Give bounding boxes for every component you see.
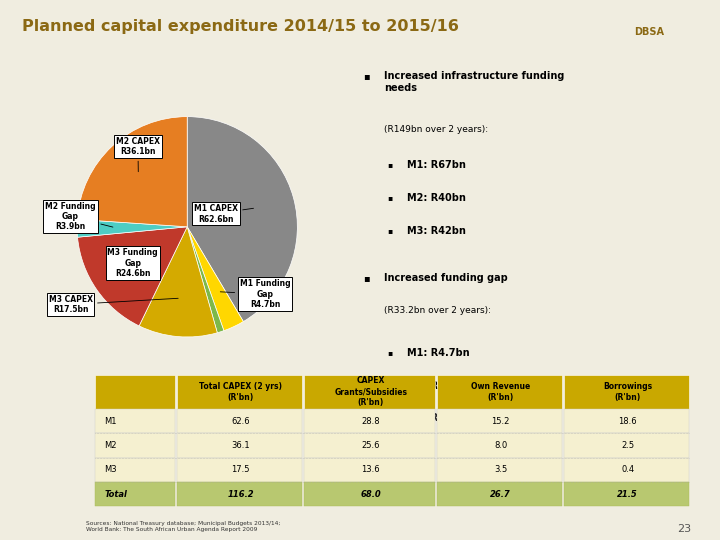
Text: Borrowings
(R'bn): Borrowings (R'bn) [603, 382, 652, 402]
FancyBboxPatch shape [96, 433, 175, 457]
Text: M3 Funding
Gap
R24.6bn: M3 Funding Gap R24.6bn [107, 248, 158, 278]
Wedge shape [187, 117, 297, 321]
Text: (R149bn over 2 years):: (R149bn over 2 years): [384, 125, 488, 133]
Wedge shape [77, 117, 187, 227]
Text: ▪: ▪ [387, 381, 392, 389]
FancyBboxPatch shape [304, 433, 436, 457]
FancyBboxPatch shape [564, 375, 689, 409]
Text: M3: R42bn: M3: R42bn [408, 226, 467, 236]
FancyBboxPatch shape [96, 409, 175, 433]
Wedge shape [187, 227, 224, 333]
Text: M2 CAPEX
R36.1bn: M2 CAPEX R36.1bn [116, 137, 160, 172]
FancyBboxPatch shape [177, 482, 302, 506]
FancyBboxPatch shape [304, 482, 436, 506]
Text: M2 Funding
Gap
R3.9bn: M2 Funding Gap R3.9bn [45, 201, 113, 231]
Text: ▪: ▪ [387, 193, 392, 202]
FancyBboxPatch shape [96, 457, 175, 482]
Text: 15.2: 15.2 [492, 417, 510, 426]
Text: M3 CAPEX
R17.5bn: M3 CAPEX R17.5bn [48, 295, 178, 314]
Text: Increased funding gap: Increased funding gap [384, 273, 508, 284]
Text: Increased infrastructure funding
needs: Increased infrastructure funding needs [384, 71, 564, 93]
Wedge shape [77, 219, 187, 237]
FancyBboxPatch shape [177, 457, 302, 482]
Wedge shape [187, 227, 243, 330]
Text: ▪: ▪ [364, 71, 370, 81]
Text: ▪: ▪ [387, 413, 392, 422]
Text: ▪: ▪ [364, 273, 370, 284]
Text: 36.1: 36.1 [231, 441, 250, 450]
FancyBboxPatch shape [304, 409, 436, 433]
Text: M1 Funding
Gap
R4.7bn: M1 Funding Gap R4.7bn [220, 279, 290, 309]
Text: M2: M2 [104, 441, 117, 450]
FancyBboxPatch shape [564, 409, 689, 433]
Wedge shape [139, 227, 217, 337]
Text: M1: R67bn: M1: R67bn [408, 160, 467, 170]
Text: M2: R40bn: M2: R40bn [408, 193, 467, 203]
Text: M1: M1 [104, 417, 117, 426]
Text: DBSA: DBSA [634, 28, 665, 37]
Text: 0.4: 0.4 [621, 465, 634, 474]
Text: Planned capital expenditure 2014/15 to 2015/16: Planned capital expenditure 2014/15 to 2… [22, 19, 459, 34]
Text: 21.5: 21.5 [617, 489, 638, 498]
FancyBboxPatch shape [177, 375, 302, 409]
Text: 68.0: 68.0 [360, 489, 381, 498]
FancyBboxPatch shape [437, 482, 562, 506]
FancyBboxPatch shape [177, 433, 302, 457]
Text: M3: R24.6bn: M3: R24.6bn [408, 413, 477, 423]
Text: 26.7: 26.7 [490, 489, 511, 498]
Text: 28.8: 28.8 [361, 417, 380, 426]
Text: Own Revenue
(R'bn): Own Revenue (R'bn) [471, 382, 531, 402]
Text: ▪: ▪ [387, 226, 392, 235]
Text: 25.6: 25.6 [361, 441, 380, 450]
FancyBboxPatch shape [96, 375, 175, 409]
Text: CAPEX
Grants/Subsidies
(R'bn): CAPEX Grants/Subsidies (R'bn) [334, 376, 407, 407]
FancyBboxPatch shape [564, 433, 689, 457]
Text: M2: R3.9bn: M2: R3.9bn [408, 381, 470, 390]
Text: 2.5: 2.5 [621, 441, 634, 450]
Wedge shape [78, 227, 187, 326]
Text: ▪: ▪ [387, 348, 392, 357]
Text: Total: Total [104, 489, 127, 498]
Text: Total CAPEX (2 yrs)
(R'bn): Total CAPEX (2 yrs) (R'bn) [199, 382, 282, 402]
FancyBboxPatch shape [304, 375, 436, 409]
Text: M1 CAPEX
R62.6bn: M1 CAPEX R62.6bn [194, 204, 253, 224]
Text: 116.2: 116.2 [228, 489, 254, 498]
Text: 23: 23 [677, 523, 691, 534]
Text: 62.6: 62.6 [231, 417, 250, 426]
Text: M1: R4.7bn: M1: R4.7bn [408, 348, 470, 358]
Text: (R33.2bn over 2 years):: (R33.2bn over 2 years): [384, 306, 491, 315]
FancyBboxPatch shape [177, 409, 302, 433]
FancyBboxPatch shape [437, 375, 562, 409]
FancyBboxPatch shape [437, 433, 562, 457]
Text: 18.6: 18.6 [618, 417, 637, 426]
Text: Sources: National Treasury database; Municipal Budgets 2013/14;
World Bank: The : Sources: National Treasury database; Mun… [86, 521, 281, 532]
Text: M3: M3 [104, 465, 117, 474]
Text: 13.6: 13.6 [361, 465, 380, 474]
FancyBboxPatch shape [437, 409, 562, 433]
Text: 3.5: 3.5 [494, 465, 508, 474]
FancyBboxPatch shape [96, 482, 175, 506]
Text: 17.5: 17.5 [231, 465, 250, 474]
FancyBboxPatch shape [564, 457, 689, 482]
Text: 8.0: 8.0 [494, 441, 508, 450]
FancyBboxPatch shape [304, 457, 436, 482]
FancyBboxPatch shape [437, 457, 562, 482]
Text: ▪: ▪ [387, 160, 392, 170]
FancyBboxPatch shape [564, 482, 689, 506]
